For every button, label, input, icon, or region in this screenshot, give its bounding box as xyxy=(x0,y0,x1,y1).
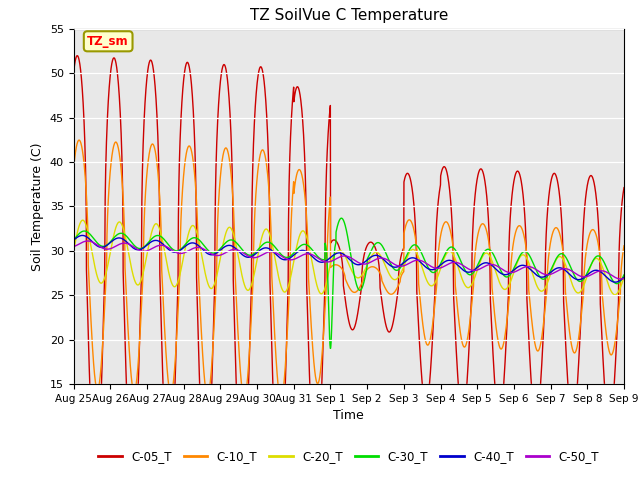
C-10_T xyxy=(620,243,628,249)
C-05_T xyxy=(74,53,81,59)
C-20_T xyxy=(70,248,77,253)
C-30_T xyxy=(620,272,628,278)
C-40_T xyxy=(79,232,86,238)
C-20_T xyxy=(79,217,86,223)
C-10_T xyxy=(550,226,558,232)
C-10_T xyxy=(610,347,618,353)
Line: C-20_T: C-20_T xyxy=(74,220,624,295)
C-20_T xyxy=(281,289,289,295)
C-40_T xyxy=(305,250,312,256)
C-10_T xyxy=(277,396,285,402)
C-50_T xyxy=(84,238,92,244)
C-10_T xyxy=(305,282,313,288)
C-05_T xyxy=(305,354,313,360)
C-50_T xyxy=(305,251,312,257)
C-20_T xyxy=(620,275,628,280)
C-50_T xyxy=(132,246,140,252)
C-20_T xyxy=(132,281,140,287)
C-40_T xyxy=(620,275,628,280)
C-05_T xyxy=(281,391,289,396)
C-10_T xyxy=(281,367,289,373)
Text: TZ_sm: TZ_sm xyxy=(88,35,129,48)
C-20_T xyxy=(609,291,617,297)
C-10_T xyxy=(165,386,173,392)
C-30_T xyxy=(610,279,618,285)
C-10_T xyxy=(132,379,140,384)
C-20_T xyxy=(305,242,312,248)
C-20_T xyxy=(165,272,173,277)
C-40_T xyxy=(165,247,173,253)
C-40_T xyxy=(609,279,617,285)
C-20_T xyxy=(550,261,558,267)
Line: C-30_T: C-30_T xyxy=(74,218,624,348)
C-05_T xyxy=(550,170,558,176)
C-50_T xyxy=(281,255,289,261)
C-50_T xyxy=(165,245,173,251)
C-40_T xyxy=(550,267,558,273)
Line: C-40_T: C-40_T xyxy=(74,235,624,282)
Legend: C-05_T, C-10_T, C-20_T, C-30_T, C-40_T, C-50_T: C-05_T, C-10_T, C-20_T, C-30_T, C-40_T, … xyxy=(93,445,604,468)
C-50_T xyxy=(70,244,77,250)
C-40_T xyxy=(281,257,289,263)
C-30_T xyxy=(305,243,312,249)
C-50_T xyxy=(617,276,625,282)
C-40_T xyxy=(132,247,140,252)
Line: C-05_T: C-05_T xyxy=(74,56,624,480)
C-05_T xyxy=(132,429,140,434)
C-50_T xyxy=(550,270,558,276)
C-30_T xyxy=(337,216,345,221)
Y-axis label: Soil Temperature (C): Soil Temperature (C) xyxy=(31,142,44,271)
C-20_T xyxy=(611,292,619,298)
C-05_T xyxy=(610,392,618,397)
C-40_T xyxy=(611,279,619,285)
C-50_T xyxy=(620,276,628,281)
C-30_T xyxy=(70,237,77,242)
C-30_T xyxy=(550,260,558,265)
C-05_T xyxy=(70,70,77,76)
X-axis label: Time: Time xyxy=(333,409,364,422)
Title: TZ SoilVue C Temperature: TZ SoilVue C Temperature xyxy=(250,9,448,24)
C-10_T xyxy=(76,137,83,143)
C-30_T xyxy=(326,346,334,351)
C-10_T xyxy=(70,166,77,172)
C-30_T xyxy=(132,244,140,250)
C-50_T xyxy=(609,274,617,279)
Line: C-10_T: C-10_T xyxy=(74,140,624,399)
C-40_T xyxy=(70,237,77,243)
C-30_T xyxy=(281,254,289,260)
Line: C-50_T: C-50_T xyxy=(74,241,624,279)
C-30_T xyxy=(165,242,173,248)
C-05_T xyxy=(620,185,628,191)
